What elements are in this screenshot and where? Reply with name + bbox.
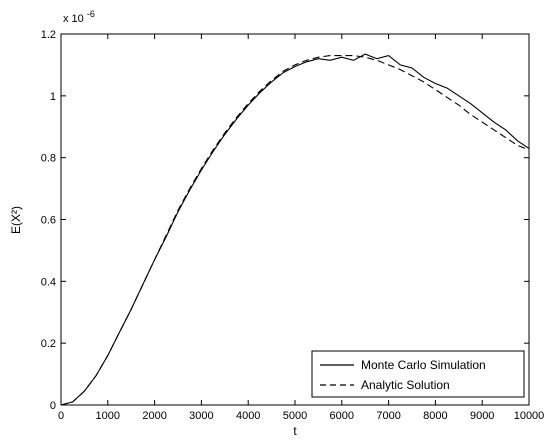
y-tick-label: 1 [50, 91, 56, 103]
y-tick-label: 0.6 [41, 215, 56, 227]
x-tick-label: 3000 [189, 410, 213, 422]
x-tick-label: 0 [58, 410, 64, 422]
y-tick-label: 0 [50, 400, 56, 412]
legend: Monte Carlo Simulation Analytic Solution [311, 350, 525, 398]
y-tick-label: 0.8 [41, 153, 56, 165]
x-tick-label: 10000 [514, 410, 545, 422]
y-tick-label: 0.2 [41, 338, 56, 350]
series-line-analytic [60, 55, 530, 406]
y-exponent-value: -6 [87, 9, 95, 19]
legend-box [311, 350, 525, 398]
y-tick-label: 0.4 [41, 276, 56, 288]
x-tick-label: 8000 [423, 410, 447, 422]
x-tick-label: 5000 [283, 410, 307, 422]
y-tick-label: 1.2 [41, 29, 56, 41]
x-tick-label: 4000 [236, 410, 260, 422]
x-axis-label: t [293, 424, 297, 438]
legend-label-monte-carlo: Monte Carlo Simulation [361, 358, 486, 372]
x-tick-label: 9000 [470, 410, 494, 422]
series-line-monte-carlo [60, 53, 530, 406]
y-exponent-label: x 10 -6 [63, 9, 95, 25]
plot-area [60, 33, 530, 406]
x-tick-label: 1000 [96, 410, 120, 422]
axis-ticks: 0 1000 2000 3000 4000 5000 6000 7000 8000 9000 100… [41, 29, 545, 422]
x-tick-label: 7000 [376, 410, 400, 422]
legend-label-analytic: Analytic Solution [361, 378, 450, 392]
y-axis-label: E(X²) [9, 206, 23, 234]
series-group [60, 53, 530, 406]
x-tick-label: 2000 [142, 410, 166, 422]
x-tick-label: 6000 [330, 410, 354, 422]
